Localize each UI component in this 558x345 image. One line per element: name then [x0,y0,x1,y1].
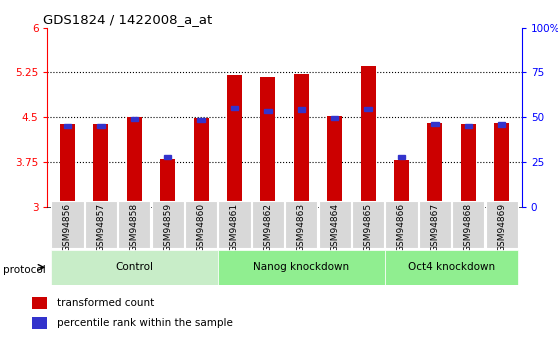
Bar [319,200,351,248]
Text: Oct4 knockdown: Oct4 knockdown [408,263,495,272]
Bar [85,200,117,248]
Bar [97,124,104,128]
Bar [252,200,284,248]
Bar [494,123,509,207]
Text: Nanog knockdown: Nanog knockdown [253,263,349,272]
Bar [331,116,338,120]
Bar [485,200,518,248]
Bar [152,200,184,248]
Bar [385,250,518,285]
Bar [431,122,439,126]
Text: GSM94856: GSM94856 [63,203,72,252]
Text: GSM94868: GSM94868 [464,203,473,252]
Bar [227,76,242,207]
Bar [32,297,47,309]
Text: percentile rank within the sample: percentile rank within the sample [57,318,233,328]
Text: GSM94857: GSM94857 [97,203,105,252]
Text: GSM94860: GSM94860 [196,203,205,252]
Text: GSM94861: GSM94861 [230,203,239,252]
Text: GSM94866: GSM94866 [397,203,406,252]
Bar [93,125,108,207]
Text: GDS1824 / 1422008_a_at: GDS1824 / 1422008_a_at [43,13,212,27]
Bar [498,122,506,127]
Bar [51,250,218,285]
Bar [452,200,484,248]
Text: GSM94858: GSM94858 [130,203,139,252]
Bar [427,123,442,207]
Text: protocol: protocol [3,265,46,275]
Bar [461,125,476,207]
Bar [32,317,47,329]
Bar [218,200,251,248]
Bar [398,155,405,159]
Bar [327,116,342,207]
Bar [194,118,209,207]
Bar [360,67,376,207]
Bar [51,200,84,248]
Text: GSM94865: GSM94865 [364,203,373,252]
Bar [386,200,417,248]
Bar [127,117,142,207]
Bar [64,124,71,128]
Bar [297,107,305,112]
Bar [131,117,138,121]
Bar [185,200,217,248]
Bar [160,159,175,207]
Text: GSM94864: GSM94864 [330,203,339,252]
Text: GSM94863: GSM94863 [297,203,306,252]
Bar [198,118,205,122]
Bar [364,107,372,111]
Bar [118,200,150,248]
Text: GSM94869: GSM94869 [497,203,506,252]
Text: Control: Control [116,263,153,272]
Bar [394,160,409,207]
Bar [164,155,171,159]
Bar [285,200,318,248]
Bar [419,200,451,248]
Bar [218,250,385,285]
Bar [264,109,272,114]
Text: GSM94859: GSM94859 [163,203,172,252]
Bar [465,124,472,128]
Text: GSM94862: GSM94862 [263,203,272,252]
Bar [231,106,238,110]
Bar [294,74,309,207]
Bar [261,77,276,207]
Text: GSM94867: GSM94867 [430,203,439,252]
Bar [352,200,384,248]
Bar [60,125,75,207]
Text: transformed count: transformed count [57,298,155,308]
